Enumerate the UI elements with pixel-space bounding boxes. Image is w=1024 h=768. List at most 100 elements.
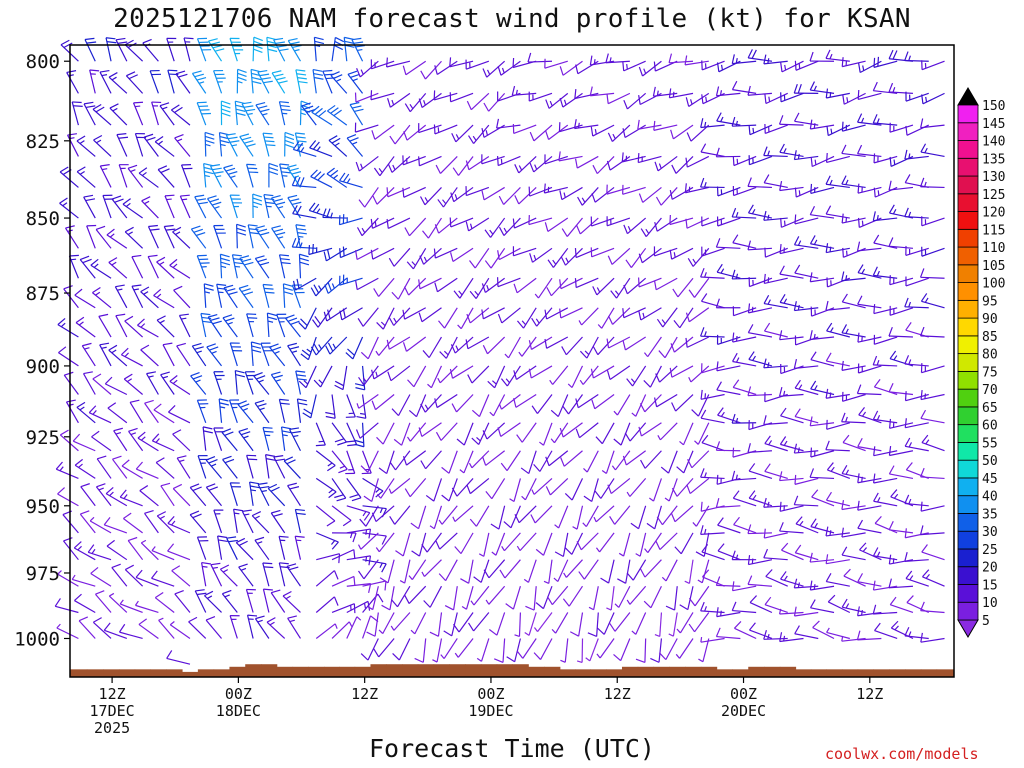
- wind-barb: [213, 224, 226, 249]
- barb-flag: [63, 42, 73, 49]
- barb-flag: [685, 312, 690, 322]
- barb-flag: [312, 203, 320, 213]
- barb-half-flag: [893, 493, 899, 499]
- barb-flag: [153, 288, 162, 296]
- barb-staff: [76, 140, 96, 157]
- wind-barb: [905, 570, 929, 587]
- wind-barb: [295, 69, 308, 94]
- barb-flag: [695, 551, 705, 557]
- barb-flag: [387, 98, 391, 108]
- barb-flag: [892, 50, 898, 60]
- wind-barb: [685, 336, 710, 348]
- barb-flag: [793, 150, 797, 160]
- x-tick-label: 12Z: [351, 685, 378, 703]
- wind-barb: [200, 561, 212, 587]
- barb-flag: [451, 403, 458, 413]
- barb-staff: [503, 532, 521, 552]
- barb-staff: [500, 422, 521, 437]
- barb-flag: [257, 105, 268, 109]
- barb-flag: [920, 601, 925, 611]
- barb-flag: [592, 286, 598, 296]
- barb-staff: [235, 542, 254, 561]
- barb-flag: [211, 201, 222, 206]
- barb-flag: [313, 343, 320, 353]
- barb-flag: [315, 444, 326, 447]
- barb-half-flag: [829, 91, 832, 98]
- barb-staff: [437, 277, 458, 293]
- wind-barb: [747, 240, 772, 251]
- barb-flag: [630, 522, 639, 530]
- wind-barb: [763, 294, 788, 309]
- barb-staff: [889, 529, 914, 534]
- barb-flag: [238, 284, 249, 289]
- wind-barb: [857, 183, 882, 194]
- barb-flag: [715, 147, 720, 157]
- barb-half-flag: [577, 122, 580, 129]
- barb-half-flag: [627, 226, 631, 232]
- wind-barb: [459, 450, 474, 474]
- barb-staff: [610, 477, 631, 495]
- barb-flag: [151, 433, 160, 442]
- wind-barb: [920, 143, 945, 158]
- barb-staff: [362, 477, 384, 492]
- wind-barb: [639, 394, 662, 413]
- barb-flag: [533, 463, 541, 472]
- wind-barb: [560, 638, 569, 663]
- barb-half-flag: [148, 375, 154, 378]
- barb-staff: [475, 505, 490, 527]
- wind-barb: [483, 92, 506, 112]
- barb-flag: [622, 128, 626, 138]
- barb-half-flag: [78, 321, 84, 326]
- colorbar-label: 10: [982, 596, 998, 611]
- wind-barb: [635, 638, 647, 664]
- barb-half-flag: [635, 553, 641, 557]
- barb-flag: [793, 606, 797, 617]
- barb-half-flag: [533, 627, 539, 633]
- wind-barb: [291, 237, 317, 249]
- barb-flag: [888, 578, 892, 588]
- wind-barb: [561, 336, 583, 356]
- barb-half-flag: [423, 256, 428, 262]
- wind-barb: [403, 124, 427, 141]
- barb-half-flag: [215, 175, 222, 178]
- barb-flag: [114, 198, 124, 203]
- barb-flag: [327, 281, 332, 292]
- colorbar: 5101520253035404550556065707580859095100…: [957, 87, 1005, 638]
- barb-flag: [780, 62, 783, 72]
- barb-staff: [358, 394, 379, 409]
- wind-barb: [481, 277, 505, 293]
- source-credit[interactable]: coolwx.com/models: [825, 745, 979, 763]
- barb-flag: [214, 171, 224, 174]
- colorbar-label: 15: [982, 578, 998, 593]
- barb-flag: [481, 190, 485, 200]
- barb-staff: [390, 477, 411, 494]
- barb-flag: [317, 173, 325, 181]
- barb-flag: [310, 169, 318, 177]
- barb-flag: [202, 426, 213, 430]
- barb-staff: [387, 559, 395, 584]
- wind-barb: [92, 373, 112, 395]
- barb-flag: [88, 405, 97, 414]
- barb-staff: [363, 559, 379, 580]
- barb-half-flag: [285, 595, 291, 600]
- barb-staff: [95, 486, 112, 507]
- barb-flag: [512, 218, 515, 229]
- wind-barb: [390, 612, 411, 631]
- barb-half-flag: [408, 575, 413, 580]
- wind-barb: [92, 103, 112, 126]
- colorbar-swatch: [957, 548, 979, 568]
- barb-half-flag: [908, 498, 912, 505]
- barb-flag: [354, 439, 364, 444]
- barb-staff: [659, 532, 678, 551]
- wind-barb: [514, 612, 522, 638]
- wind-barb: [124, 39, 144, 62]
- barb-flag: [920, 143, 927, 153]
- barb-half-flag: [523, 578, 529, 583]
- wind-barb: [920, 293, 945, 309]
- barb-half-flag: [829, 530, 832, 536]
- wind-barb: [402, 60, 427, 76]
- barb-flag: [303, 408, 313, 415]
- wind-barb: [361, 450, 372, 475]
- wind-barb: [68, 254, 79, 279]
- wind-barb: [316, 553, 341, 564]
